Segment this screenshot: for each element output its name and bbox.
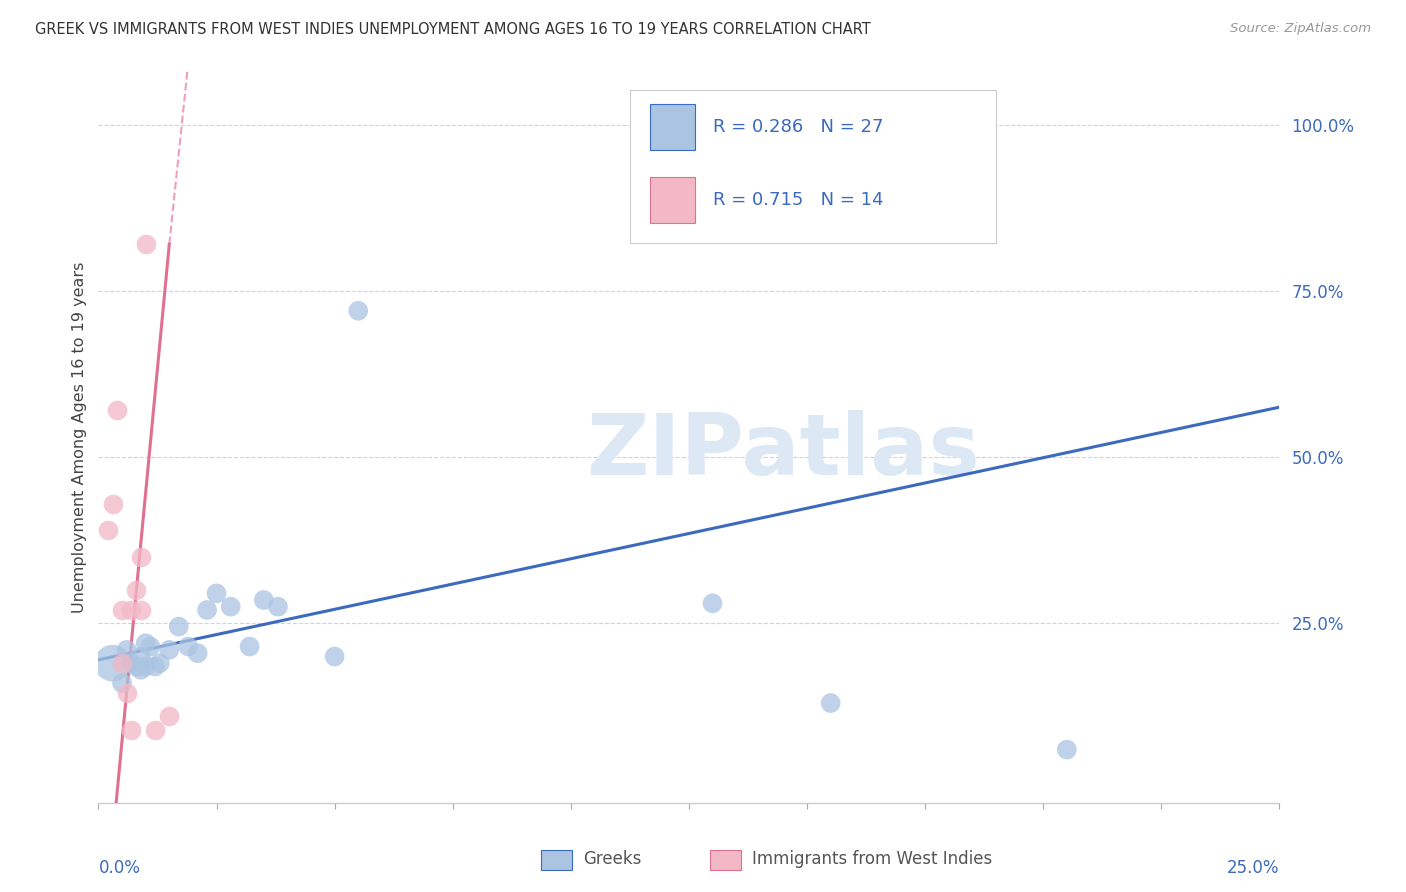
Point bbox=[111, 676, 134, 690]
Point bbox=[129, 649, 152, 664]
Point bbox=[239, 640, 262, 654]
Point bbox=[129, 663, 152, 677]
Point bbox=[1056, 742, 1078, 756]
Point bbox=[157, 709, 180, 723]
Point bbox=[219, 599, 242, 614]
Point bbox=[253, 593, 276, 607]
Text: ZIPatlas: ZIPatlas bbox=[586, 410, 980, 493]
Text: Source: ZipAtlas.com: Source: ZipAtlas.com bbox=[1230, 22, 1371, 36]
Point bbox=[121, 656, 143, 670]
Point bbox=[205, 586, 228, 600]
Point bbox=[820, 696, 842, 710]
Point bbox=[115, 643, 138, 657]
FancyBboxPatch shape bbox=[650, 104, 695, 150]
Point bbox=[195, 603, 218, 617]
Point bbox=[101, 656, 124, 670]
Point bbox=[129, 603, 152, 617]
Point bbox=[125, 659, 148, 673]
Point bbox=[267, 599, 290, 614]
Y-axis label: Unemployment Among Ages 16 to 19 years: Unemployment Among Ages 16 to 19 years bbox=[72, 261, 87, 613]
Point bbox=[157, 643, 180, 657]
Point bbox=[135, 237, 157, 252]
FancyBboxPatch shape bbox=[650, 178, 695, 223]
FancyBboxPatch shape bbox=[630, 89, 995, 244]
Text: R = 0.286   N = 27: R = 0.286 N = 27 bbox=[713, 118, 883, 136]
Point bbox=[149, 656, 172, 670]
Point bbox=[177, 640, 200, 654]
Point bbox=[129, 549, 152, 564]
Text: 25.0%: 25.0% bbox=[1227, 859, 1279, 878]
Point bbox=[167, 619, 190, 633]
Text: GREEK VS IMMIGRANTS FROM WEST INDIES UNEMPLOYMENT AMONG AGES 16 TO 19 YEARS CORR: GREEK VS IMMIGRANTS FROM WEST INDIES UNE… bbox=[35, 22, 870, 37]
Point bbox=[105, 403, 128, 417]
Text: Immigrants from West Indies: Immigrants from West Indies bbox=[752, 850, 993, 868]
Point bbox=[702, 596, 724, 610]
Point bbox=[97, 523, 120, 537]
Point bbox=[111, 656, 134, 670]
Point bbox=[101, 497, 124, 511]
Point bbox=[115, 686, 138, 700]
Text: R = 0.715   N = 14: R = 0.715 N = 14 bbox=[713, 191, 883, 209]
Point bbox=[143, 723, 166, 737]
Text: Greeks: Greeks bbox=[583, 850, 643, 868]
Point bbox=[139, 640, 162, 654]
Point bbox=[143, 659, 166, 673]
Point bbox=[135, 636, 157, 650]
Point bbox=[347, 303, 370, 318]
Point bbox=[135, 659, 157, 673]
Point bbox=[125, 582, 148, 597]
Point bbox=[121, 603, 143, 617]
Point bbox=[121, 723, 143, 737]
Text: 0.0%: 0.0% bbox=[98, 859, 141, 878]
Point bbox=[111, 603, 134, 617]
Point bbox=[187, 646, 209, 660]
Point bbox=[323, 649, 346, 664]
